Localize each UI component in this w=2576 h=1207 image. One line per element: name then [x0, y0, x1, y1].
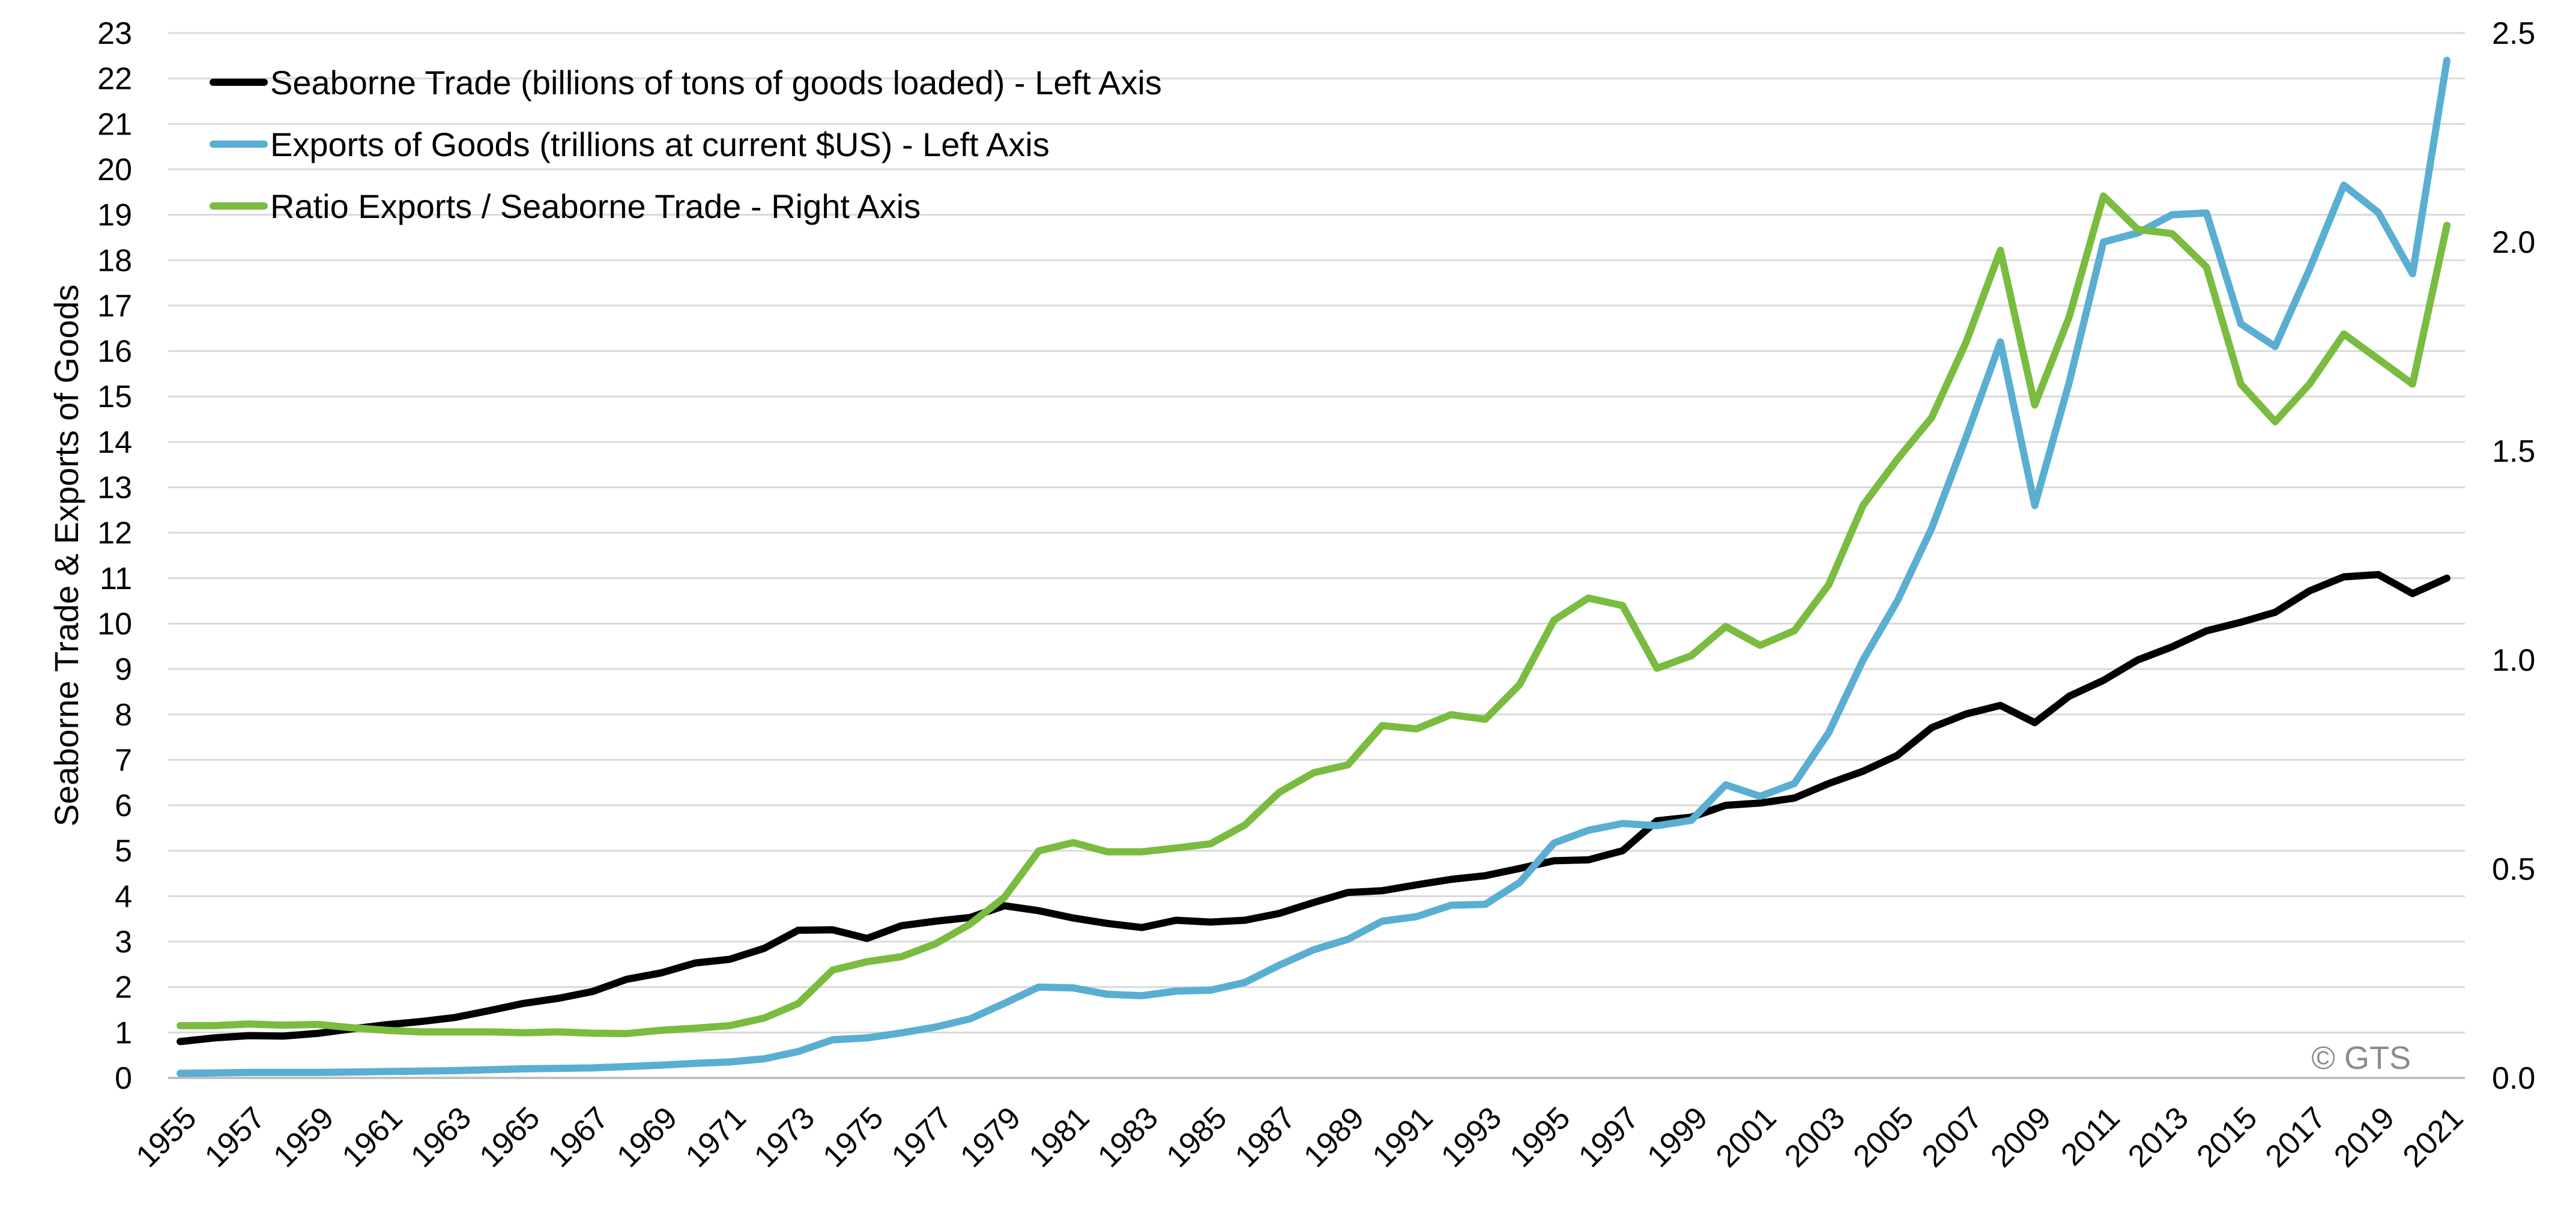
x-tick-label: 2017: [2259, 1100, 2333, 1174]
legend-label: Seaborne Trade (billions of tons of good…: [270, 64, 1162, 101]
x-tick-label: 2019: [2327, 1100, 2401, 1174]
y-tick-label: 7: [115, 743, 132, 778]
x-tick-label: 1993: [1435, 1100, 1508, 1174]
series-line-1: [177, 570, 2451, 1045]
y-tick-label: 2: [115, 970, 132, 1005]
y-tick-label: 18: [97, 243, 132, 278]
x-tick-label: 1971: [679, 1100, 753, 1174]
x-tick-label: 1975: [817, 1100, 890, 1174]
x-tick-label: 2003: [1778, 1100, 1852, 1174]
y-right-tick-label: 2.0: [2492, 225, 2535, 260]
x-tick-label: 2001: [1710, 1100, 1783, 1174]
series-line-2: [177, 56, 2451, 1077]
y-tick-label: 4: [115, 879, 132, 914]
y-right-tick-label: 0.0: [2492, 1061, 2535, 1096]
gridlines: [168, 32, 2465, 1079]
x-tick-label: 2011: [2054, 1100, 2126, 1172]
y-tick-label: 21: [97, 107, 132, 142]
x-tick-label: 1967: [542, 1100, 615, 1174]
right-axis: 0.0 0.5 1.0 1.5 2.0 2.5: [2492, 16, 2535, 1096]
x-tick-label: 1955: [130, 1100, 204, 1174]
legend: Seaborne Trade (billions of tons of good…: [210, 64, 1162, 225]
x-tick-label: 2007: [1915, 1100, 1989, 1174]
y-tick-label: 3: [115, 925, 132, 960]
y-axis-title: Seaborne Trade & Exports of Goods: [47, 285, 85, 827]
y-tick-label: 13: [97, 471, 132, 506]
x-tick-label: 1973: [748, 1100, 821, 1174]
y-tick-label: 14: [97, 425, 132, 460]
y-right-tick-label: 1.0: [2492, 643, 2535, 678]
y-tick-label: 9: [115, 652, 132, 687]
x-axis: 1955195719591961196319651967196919711973…: [130, 1077, 2470, 1174]
x-tick-label: 1979: [954, 1100, 1027, 1174]
y-tick-label: 20: [97, 153, 132, 187]
x-tick-label: 1963: [404, 1100, 478, 1174]
x-tick-label: 2009: [1984, 1100, 2058, 1174]
legend-label: Exports of Goods (trillions at current $…: [270, 126, 1050, 163]
x-tick-label: 1991: [1366, 1100, 1440, 1174]
y-tick-label: 19: [97, 198, 132, 233]
x-tick-label: 1995: [1504, 1100, 1577, 1174]
series-line-3: [177, 192, 2451, 1038]
x-tick-label: 1957: [198, 1100, 272, 1174]
x-tick-label: 1985: [1160, 1100, 1234, 1174]
x-tick-label: 1977: [885, 1100, 959, 1174]
y-tick-label: 6: [115, 788, 132, 823]
series-lines: [177, 56, 2451, 1077]
x-tick-label: 1997: [1572, 1100, 1646, 1174]
y-right-tick-label: 2.5: [2492, 16, 2535, 51]
x-tick-label: 1961: [336, 1100, 410, 1174]
y-right-tick-label: 0.5: [2492, 852, 2535, 887]
x-tick-label: 1965: [473, 1100, 547, 1174]
y-tick-label: 16: [97, 334, 132, 369]
y-tick-label: 15: [97, 380, 132, 414]
x-tick-label: 1989: [1297, 1100, 1371, 1174]
y-tick-label: 10: [97, 607, 132, 641]
x-tick-label: 2013: [2121, 1100, 2195, 1174]
y-tick-label: 1: [115, 1015, 132, 1050]
x-tick-label: 1959: [267, 1100, 340, 1174]
y-tick-label: 5: [115, 834, 132, 869]
y-tick-label: 11: [100, 561, 132, 596]
x-tick-label: 1999: [1640, 1100, 1714, 1174]
legend-label: Ratio Exports / Seaborne Trade - Right A…: [270, 187, 921, 225]
watermark: © GTS: [2311, 1040, 2411, 1076]
y-right-tick-label: 1.5: [2492, 434, 2535, 469]
x-tick-label: 1969: [610, 1100, 684, 1174]
y-tick-label: 22: [97, 62, 132, 97]
x-tick-label: 1981: [1023, 1100, 1096, 1174]
x-tick-label: 2005: [1847, 1100, 1921, 1174]
x-tick-label: 1983: [1091, 1100, 1165, 1174]
y-tick-label: 12: [97, 516, 132, 551]
y-tick-label: 17: [97, 289, 132, 324]
x-tick-label: 2021: [2396, 1100, 2470, 1174]
x-tick-label: 1987: [1229, 1100, 1302, 1174]
y-tick-label: 23: [97, 16, 132, 51]
y-tick-label: 8: [115, 698, 132, 733]
x-tick-label: 2015: [2190, 1100, 2264, 1174]
y-tick-label: 0: [115, 1061, 132, 1096]
